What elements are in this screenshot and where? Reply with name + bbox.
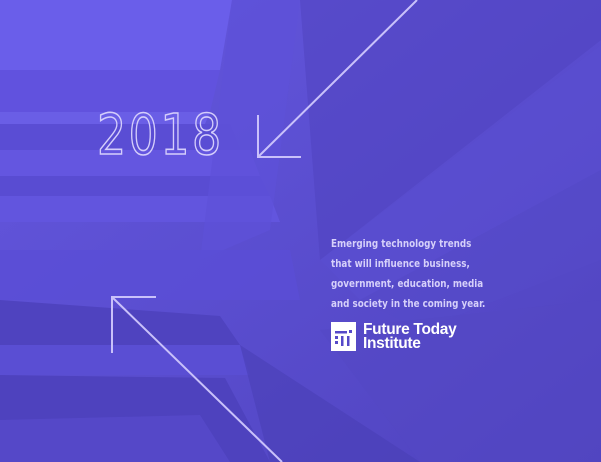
- future-today-institute-logo: Future Today Institute: [331, 320, 457, 352]
- tagline-line: Emerging technology trends: [331, 238, 472, 250]
- tagline-line: and society in the coming year.: [331, 298, 486, 310]
- logo-text-line2: Institute: [363, 334, 421, 352]
- tagline-line: government, education, media: [331, 278, 484, 290]
- future-today-institute-logo-icon: [331, 322, 356, 351]
- tagline-line: that will influence business,: [331, 258, 470, 270]
- tagline: Emerging technology trends that will inf…: [331, 234, 515, 314]
- logo-text-line1: Future Today: [363, 320, 457, 338]
- arrow-up-left-icon: [111, 296, 283, 462]
- arrow-down-left-icon: [257, 0, 418, 158]
- report-title-line2: REPORT: [97, 229, 288, 285]
- report-title-line1: TECH TRENDS: [97, 169, 442, 225]
- logo-wordmark: Future Today Institute: [363, 320, 457, 352]
- report-year: 2018: [96, 103, 224, 168]
